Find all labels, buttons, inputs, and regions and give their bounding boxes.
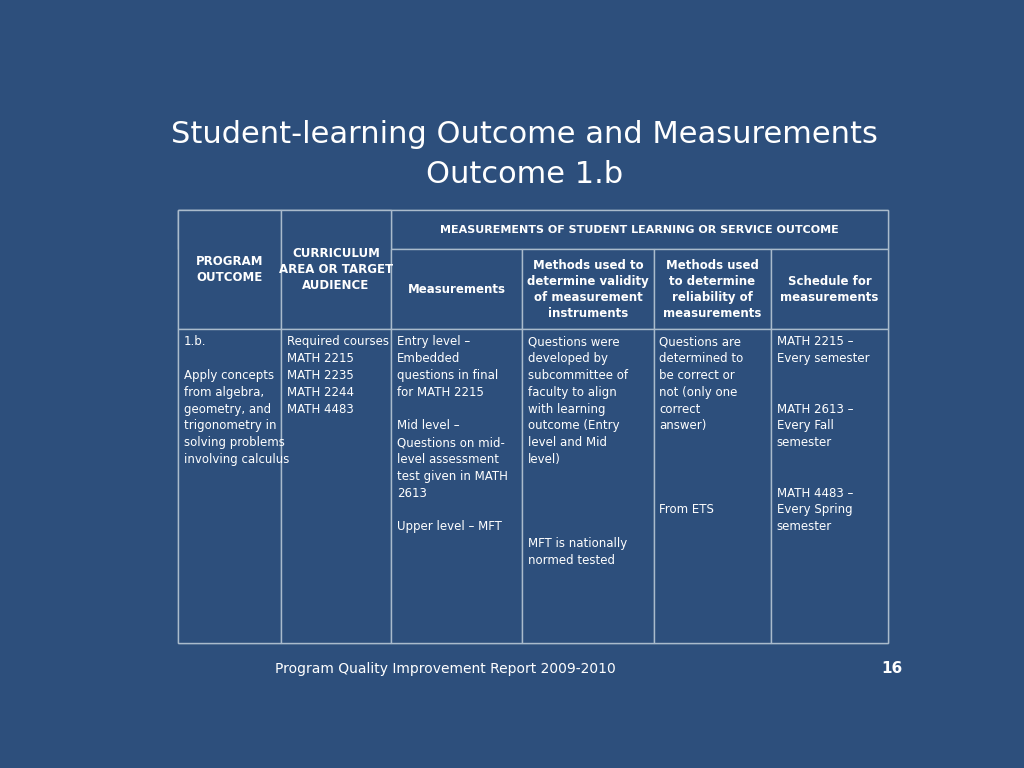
Bar [391,329,522,644]
Bar [178,210,281,329]
Text: Student-learning Outcome and Measurements
Outcome 1.b: Student-learning Outcome and Measurement… [171,120,879,189]
Bar [178,329,281,644]
Bar [178,210,391,250]
Text: Questions were
developed by
subcommittee of
faculty to align
with learning
outco: Questions were developed by subcommittee… [528,336,628,567]
Bar [771,250,888,329]
Text: PROGRAM
OUTCOME: PROGRAM OUTCOME [196,256,263,284]
Text: Required courses
MATH 2215
MATH 2235
MATH 2244
MATH 4483: Required courses MATH 2215 MATH 2235 MAT… [287,336,388,415]
Text: MATH 2215 –
Every semester


MATH 2613 –
Every Fall
semester


MATH 4483 –
Every: MATH 2215 – Every semester MATH 2613 – E… [776,336,869,533]
Bar [654,250,771,329]
Bar [178,210,888,644]
Text: Schedule for
measurements: Schedule for measurements [780,275,879,304]
Bar [654,329,771,644]
Text: CURRICULUM
AREA OR TARGET
AUDIENCE: CURRICULUM AREA OR TARGET AUDIENCE [279,247,393,293]
Bar [281,329,391,644]
Text: Methods used to
determine validity
of measurement
instruments: Methods used to determine validity of me… [527,259,649,320]
Text: Entry level –
Embedded
questions in final
for MATH 2215

Mid level –
Questions o: Entry level – Embedded questions in fina… [396,336,508,533]
Text: Methods used
to determine
reliability of
measurements: Methods used to determine reliability of… [664,259,762,320]
Text: Questions are
determined to
be correct or
not (only one
correct
answer)




From: Questions are determined to be correct o… [659,336,743,516]
Text: MEASUREMENTS OF STUDENT LEARNING OR SERVICE OUTCOME: MEASUREMENTS OF STUDENT LEARNING OR SERV… [440,225,839,235]
Bar [391,250,522,329]
Bar [771,329,888,644]
Bar [522,329,654,644]
Text: 1.b.

Apply concepts
from algebra,
geometry, and
trigonometry in
solving problem: 1.b. Apply concepts from algebra, geomet… [183,336,289,466]
Bar [281,210,391,329]
Text: Program Quality Improvement Report 2009-2010: Program Quality Improvement Report 2009-… [275,662,615,676]
Text: 16: 16 [882,661,903,677]
Text: Measurements: Measurements [408,283,506,296]
Bar [391,210,888,250]
Bar [522,250,654,329]
